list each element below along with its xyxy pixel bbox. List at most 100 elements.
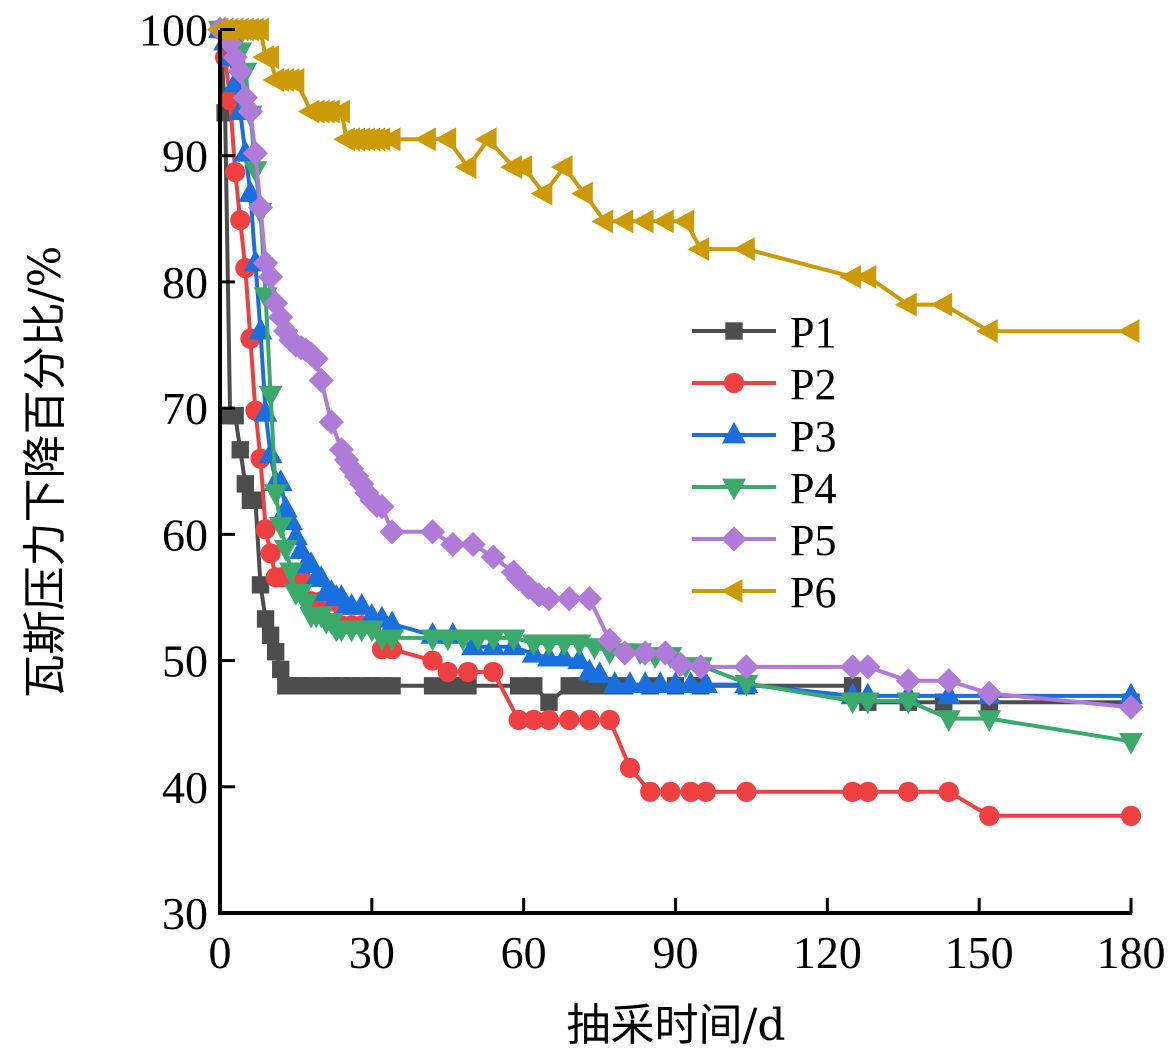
data-point-p5 — [273, 318, 299, 344]
data-point-p2 — [857, 781, 878, 802]
data-point-p3 — [602, 671, 627, 693]
data-point-p4 — [936, 710, 961, 732]
data-point-p5 — [936, 668, 962, 694]
y-tick-label: 30 — [162, 888, 208, 939]
x-tick-label: 120 — [793, 927, 862, 978]
data-point-p2 — [695, 781, 716, 802]
legend-label: P4 — [790, 464, 836, 513]
legend-label: P3 — [790, 412, 836, 461]
data-point-p2 — [1120, 805, 1142, 826]
data-point-p5 — [652, 640, 678, 666]
data-point-p2 — [979, 805, 1000, 826]
data-point-p4 — [501, 629, 526, 652]
data-point-p6 — [257, 45, 280, 70]
data-point-p3 — [648, 671, 673, 693]
y-tick-label: 60 — [162, 509, 208, 560]
data-point-p5 — [369, 493, 395, 520]
data-point-p5 — [597, 627, 623, 653]
data-point-p2 — [437, 661, 458, 683]
data-point-p5 — [237, 98, 263, 125]
data-point-p6 — [378, 127, 401, 152]
data-point-p4 — [552, 634, 577, 657]
data-point-p6 — [591, 209, 614, 234]
data-point-p4 — [481, 629, 506, 652]
data-point-p6 — [854, 264, 877, 289]
data-point-p3 — [633, 671, 658, 693]
legend-marker-circle-icon — [723, 372, 745, 394]
data-point-p6 — [328, 99, 350, 124]
data-point-p5 — [480, 544, 506, 570]
data-point-p5 — [344, 463, 370, 489]
data-point-p5 — [855, 654, 881, 680]
data-point-p6 — [571, 181, 593, 206]
data-point-p2 — [422, 650, 443, 671]
data-point-p2 — [599, 709, 620, 730]
data-point-p5 — [252, 250, 279, 276]
data-point-p5 — [460, 531, 486, 558]
data-point-p4 — [521, 634, 546, 657]
data-point-p5 — [308, 367, 334, 393]
data-point-p3 — [258, 441, 283, 464]
data-point-p2 — [483, 661, 504, 683]
data-point-p3 — [618, 671, 642, 693]
data-point-p5 — [242, 140, 269, 166]
data-point-p2 — [736, 781, 757, 802]
data-point-p5 — [247, 194, 274, 221]
x-tick-label: 60 — [501, 927, 547, 978]
legend-label: P2 — [790, 360, 836, 409]
data-point-p4 — [258, 385, 283, 408]
data-point-p5 — [840, 654, 866, 680]
data-point-p5 — [419, 519, 446, 545]
data-point-p5 — [612, 640, 638, 666]
data-point-p6 — [454, 155, 477, 179]
data-point-p2 — [640, 781, 661, 802]
data-point-p4 — [840, 692, 865, 715]
data-point-p4 — [597, 643, 622, 666]
data-point-p2 — [508, 709, 529, 730]
legend-marker-triangle-down-icon — [722, 478, 746, 501]
data-point-p1 — [383, 677, 401, 695]
y-tick-label: 40 — [162, 762, 208, 813]
legend-item-p3: P3 — [692, 412, 836, 461]
data-point-p6 — [687, 237, 710, 262]
data-point-p5 — [440, 531, 466, 558]
data-point-p1 — [251, 576, 270, 594]
data-point-p1 — [231, 441, 249, 459]
data-point-p6 — [611, 209, 634, 234]
data-point-p6 — [672, 209, 695, 234]
data-point-p4 — [896, 692, 921, 715]
data-point-p4 — [537, 634, 561, 657]
y-axis-title: 瓦斯压力下降百分比/% — [20, 246, 71, 699]
data-point-p2 — [255, 519, 276, 540]
data-point-p2 — [559, 709, 580, 730]
data-point-p2 — [619, 757, 641, 778]
data-point-p1 — [525, 677, 543, 695]
data-point-p1 — [540, 693, 558, 711]
data-point-p4 — [273, 539, 298, 562]
data-point-p1 — [246, 491, 265, 509]
legend-label: P6 — [790, 568, 836, 617]
data-point-p4 — [380, 629, 404, 652]
data-point-p2 — [220, 90, 241, 111]
legend-label: P1 — [790, 308, 836, 357]
data-point-p1 — [261, 626, 280, 645]
data-point-p4 — [420, 629, 445, 652]
x-axis-title: 抽采时间/d — [567, 1000, 786, 1051]
data-point-p6 — [247, 17, 269, 42]
data-point-p5 — [1118, 694, 1144, 720]
legend-marker-triangle-up-icon — [722, 421, 746, 444]
data-point-p4 — [263, 484, 288, 507]
data-point-p5 — [263, 290, 289, 316]
data-point-p5 — [258, 264, 284, 290]
series-p5 — [207, 16, 1144, 720]
data-point-p5 — [632, 640, 658, 666]
data-point-p4 — [1119, 732, 1143, 755]
data-point-p1 — [256, 610, 275, 628]
data-point-p1 — [272, 660, 290, 679]
data-point-p5 — [667, 651, 694, 677]
y-tick-label: 90 — [162, 131, 208, 182]
data-point-p5 — [688, 654, 714, 680]
data-point-p6 — [530, 181, 553, 206]
data-point-p6 — [839, 264, 862, 289]
